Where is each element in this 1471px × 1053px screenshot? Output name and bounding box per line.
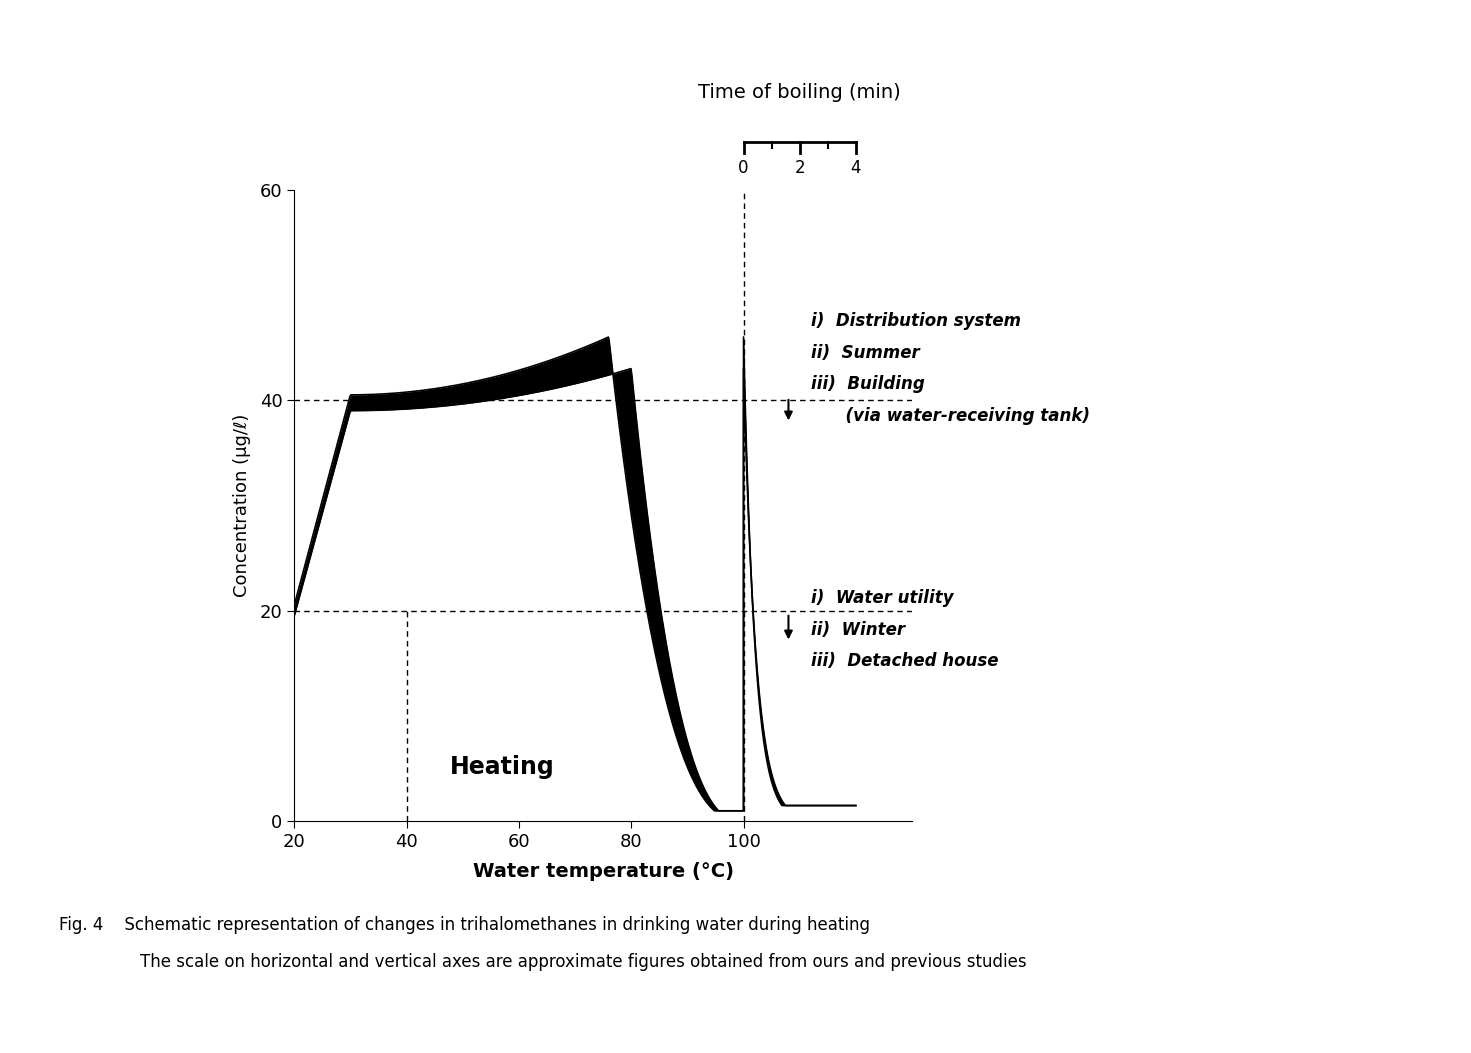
Text: Fig. 4    Schematic representation of changes in trihalomethanes in drinking wat: Fig. 4 Schematic representation of chang… (59, 916, 869, 934)
Text: i)  Distribution system: i) Distribution system (811, 312, 1021, 331)
Text: The scale on horizontal and vertical axes are approximate figures obtained from : The scale on horizontal and vertical axe… (140, 953, 1027, 971)
Text: ii)  Winter: ii) Winter (811, 620, 905, 639)
Text: 4: 4 (850, 159, 861, 177)
Text: iii)  Building: iii) Building (811, 375, 924, 394)
Text: ii)  Summer: ii) Summer (811, 343, 919, 362)
X-axis label: Water temperature (°C): Water temperature (°C) (472, 862, 734, 881)
Text: 0: 0 (738, 159, 749, 177)
Text: Time of boiling (min): Time of boiling (min) (699, 83, 902, 102)
Text: 2: 2 (794, 159, 805, 177)
Text: iii)  Detached house: iii) Detached house (811, 652, 997, 671)
Text: Heating: Heating (450, 755, 555, 779)
Text: i)  Water utility: i) Water utility (811, 589, 953, 608)
Text: (via water-receiving tank): (via water-receiving tank) (811, 406, 1090, 425)
Y-axis label: Concentration (μg/ℓ): Concentration (μg/ℓ) (234, 414, 252, 597)
